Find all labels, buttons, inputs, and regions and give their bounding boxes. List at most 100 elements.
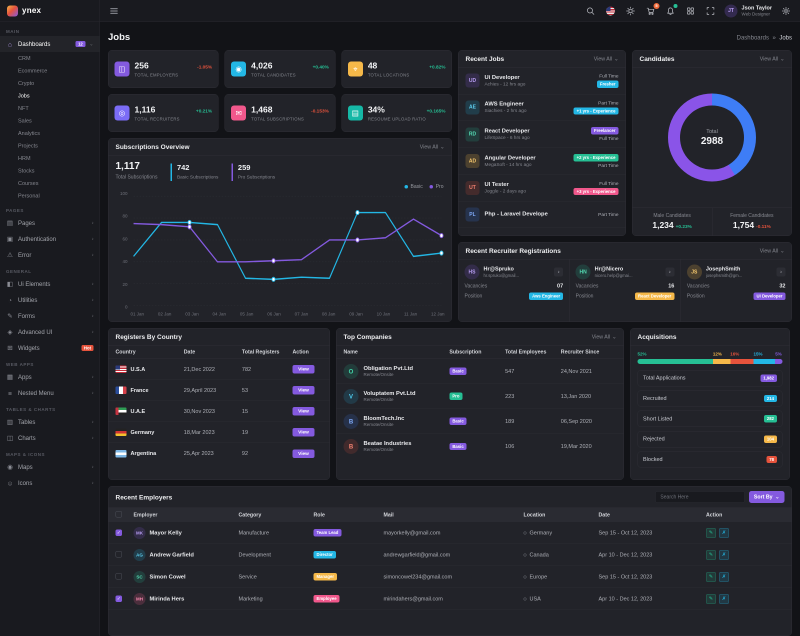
view-all-link[interactable]: View All ⌄ xyxy=(759,247,785,254)
sidebar-item[interactable]: ⌂ Dashboards 12 ⌄ xyxy=(0,36,100,52)
job-row[interactable]: UT UI Tester Joggle - 2 days ago Full Ti… xyxy=(458,175,626,202)
sidebar-item[interactable]: ◈ Advanced UI › xyxy=(0,324,100,340)
view-button[interactable]: View xyxy=(292,407,315,416)
sidebar-item[interactable]: Sales xyxy=(0,115,100,128)
sidebar-item[interactable]: ☺ Icons › xyxy=(0,475,100,491)
employer-mail: simoncowel234@gmail.com xyxy=(383,573,453,580)
apps-grid-icon[interactable] xyxy=(685,5,697,17)
sidebar-item-label: Error xyxy=(18,251,32,259)
sidebar-item[interactable]: Analytics xyxy=(0,127,100,140)
sidebar-item[interactable]: NFT xyxy=(0,102,100,115)
sidebar-item[interactable]: Personal xyxy=(0,190,100,203)
open-recruiter-button[interactable]: › xyxy=(554,267,564,277)
sidebar-item[interactable]: Stocks xyxy=(0,165,100,178)
row-checkbox[interactable] xyxy=(115,529,122,536)
sidebar-item[interactable]: CRM xyxy=(0,52,100,65)
settings-gear-icon[interactable] xyxy=(780,5,792,17)
sidebar-item[interactable]: ▥ Tables › xyxy=(0,414,100,430)
row-checkbox[interactable] xyxy=(115,572,122,580)
sidebar-item: Tables & Charts xyxy=(0,401,100,414)
menu-icon[interactable] xyxy=(108,5,120,17)
sidebar-item[interactable]: ⊞ Widgets Hot xyxy=(0,340,100,356)
view-button[interactable]: View xyxy=(292,386,315,395)
sidebar-item[interactable]: Projects xyxy=(0,140,100,153)
sidebar-item[interactable]: Ecommerce xyxy=(0,65,100,78)
legend-item: Pro xyxy=(429,184,444,189)
sidebar-item-icon: ◧ xyxy=(6,280,14,288)
sidebar-item[interactable]: ◔ Utilities › xyxy=(0,292,100,308)
recruiter-column: JS JosephSmith josephsmith@gm... › Vacan… xyxy=(680,259,791,322)
view-button[interactable]: View xyxy=(292,449,315,458)
cart-icon[interactable]: 5 xyxy=(645,2,660,17)
vacancies-value: 07 xyxy=(557,283,564,289)
recruiter-email: hr.spruko@gmail... xyxy=(483,272,520,278)
open-recruiter-button[interactable]: › xyxy=(776,267,786,277)
breadcrumb-parent[interactable]: Dashboards xyxy=(736,34,769,41)
theme-toggle-icon[interactable] xyxy=(625,5,637,17)
view-all-link[interactable]: View All ⌄ xyxy=(759,55,785,62)
view-all-link[interactable]: View All ⌄ xyxy=(593,55,619,62)
total-subscriptions-value: 1,117 xyxy=(115,160,140,172)
open-recruiter-button[interactable]: › xyxy=(665,267,675,277)
view-button[interactable]: View xyxy=(292,365,315,374)
topbar-actions: 5 JT Json Taylor Web Designer xyxy=(585,2,792,18)
edit-button[interactable]: ✎ xyxy=(706,571,716,582)
subscriptions-line-chart xyxy=(133,195,444,306)
sidebar-item[interactable]: ✎ Forms › xyxy=(0,308,100,324)
view-all-link[interactable]: View All ⌄ xyxy=(419,143,445,150)
sidebar-item[interactable]: Courses xyxy=(0,177,100,190)
edit-button[interactable]: ✎ xyxy=(706,593,716,604)
search-icon[interactable] xyxy=(585,5,597,17)
sidebar-item[interactable]: ◫ Charts › xyxy=(0,430,100,446)
search-input[interactable] xyxy=(654,491,745,503)
sidebar-item[interactable]: ⚠ Error › xyxy=(0,247,100,263)
view-button[interactable]: View xyxy=(292,428,315,437)
app-logo[interactable]: ynex xyxy=(0,0,100,22)
job-company-time: Siachies - 2 hrs ago xyxy=(484,108,527,114)
edit-button[interactable]: ✎ xyxy=(706,549,716,560)
chevron-down-icon: ⌄ xyxy=(780,55,785,62)
job-row[interactable]: AE AWS Engineer Siachies - 2 hrs ago Par… xyxy=(458,94,626,122)
chevron-icon: › xyxy=(91,329,94,335)
count-badge: 78 xyxy=(766,455,777,464)
sidebar-item[interactable]: Crypto xyxy=(0,77,100,90)
sidebar-item[interactable]: ◉ Maps › xyxy=(0,459,100,475)
total-employees: 223 xyxy=(505,393,515,400)
company-avatar: PL xyxy=(465,207,480,222)
total-employees: 547 xyxy=(505,368,515,375)
total-employees: 106 xyxy=(505,443,515,450)
sidebar-item-icon: ⊞ xyxy=(7,344,13,352)
register-date: 18,Mar 2023 xyxy=(183,429,215,436)
fullscreen-icon[interactable] xyxy=(705,5,717,17)
sidebar-item[interactable]: ▦ Apps › xyxy=(0,369,100,385)
row-checkbox[interactable] xyxy=(115,595,122,602)
notifications-bell-icon[interactable] xyxy=(665,3,678,17)
user-profile[interactable]: JT Json Taylor Web Designer xyxy=(724,4,772,18)
job-row[interactable]: RD React Developer LifeSpace - 6 hrs ago… xyxy=(458,121,626,148)
sidebar-item[interactable]: ◧ Ui Elements › xyxy=(0,276,100,292)
delete-button[interactable]: ✗ xyxy=(719,549,729,560)
job-row[interactable]: UD Ui Developer Achies - 12 hrs ago Full… xyxy=(458,68,626,95)
row-checkbox[interactable] xyxy=(115,550,122,558)
job-row[interactable]: AD Angular Developer MegaSoft - 14 hrs a… xyxy=(458,148,626,175)
percent-label: 15% xyxy=(753,351,763,357)
sort-by-button[interactable]: Sort By ⌄ xyxy=(748,491,785,503)
sidebar-item[interactable]: ▤ Pages › xyxy=(0,215,100,231)
delete-button[interactable]: ✗ xyxy=(719,527,729,538)
select-all-checkbox[interactable] xyxy=(115,511,122,518)
delete-button[interactable]: ✗ xyxy=(719,571,729,582)
language-flag-icon[interactable] xyxy=(605,5,617,17)
register-total: 15 xyxy=(241,408,249,415)
sidebar-item[interactable]: Jobs xyxy=(0,90,100,103)
sidebar-item[interactable]: ≡ Nested Menu › xyxy=(0,385,100,401)
sidebar-item[interactable]: HRM xyxy=(0,152,100,165)
register-date: 29,April 2023 xyxy=(183,387,217,394)
progress-segment xyxy=(637,359,713,364)
sidebar-item-label: Nested Menu xyxy=(18,389,54,397)
delete-button[interactable]: ✗ xyxy=(719,593,729,604)
view-all-link[interactable]: View All ⌄ xyxy=(591,333,617,340)
edit-button[interactable]: ✎ xyxy=(706,527,716,538)
job-row[interactable]: PL Php - Laravel Develope Part Time xyxy=(458,202,626,229)
sidebar-item[interactable]: ▣ Authentication › xyxy=(0,231,100,247)
